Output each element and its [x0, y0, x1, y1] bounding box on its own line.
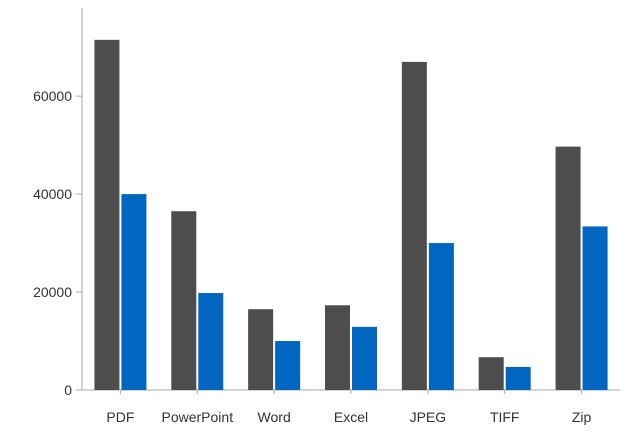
bar-series-a — [325, 305, 350, 390]
bar-series-b — [505, 366, 531, 390]
x-category-label: PDF — [106, 409, 134, 425]
bar-series-b — [352, 326, 377, 390]
bar-series-b — [198, 293, 224, 390]
bar-series-a — [555, 146, 581, 390]
x-category-label: TIFF — [490, 409, 520, 425]
x-category-label: Excel — [334, 409, 368, 425]
bar-series-a — [248, 309, 274, 390]
y-tick-label: 0 — [64, 382, 72, 398]
bar-series-b — [428, 243, 454, 390]
bar-series-b — [582, 226, 608, 390]
bar-series-b — [121, 194, 147, 390]
bar-series-b — [275, 341, 301, 390]
x-category-label: Zip — [572, 409, 592, 425]
y-tick-label: 20000 — [33, 284, 72, 300]
bar-series-a — [94, 39, 120, 390]
x-category-label: JPEG — [410, 409, 447, 425]
y-tick-label: 60000 — [33, 88, 72, 104]
bar-series-a — [478, 357, 504, 390]
bar-series-a — [401, 61, 427, 390]
x-category-label: Word — [258, 409, 291, 425]
bar-series-a — [171, 211, 197, 390]
x-category-label: PowerPoint — [161, 409, 233, 425]
y-tick-label: 40000 — [33, 186, 72, 202]
